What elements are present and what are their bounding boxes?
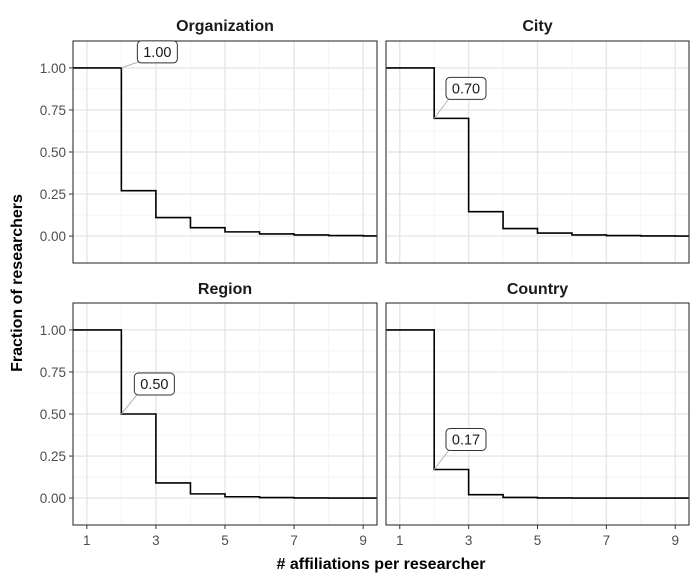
callout-box (133, 372, 175, 396)
step-line (386, 67, 689, 237)
callout-label: 1.00 (143, 45, 171, 61)
callout-leader (433, 97, 451, 119)
x-tick-label: 3 (152, 533, 160, 548)
step-line (386, 329, 689, 499)
x-tick-label: 9 (671, 533, 679, 548)
callout-leader (120, 392, 139, 415)
y-axis-title: Fraction of researchers (9, 194, 26, 372)
callout-leader (433, 448, 451, 470)
y-tick-label: 0.25 (40, 187, 66, 202)
step-line (73, 67, 377, 237)
y-tick-label: 0.00 (40, 229, 66, 244)
panel-organization: Organization 0.00 0.25 0.50 0.75 1.00 1.00 (40, 18, 378, 264)
y-tick-label: 0.50 (40, 145, 66, 160)
callout-box (136, 40, 178, 64)
callout-label: 0.50 (140, 377, 168, 393)
panel-title: Organization (176, 18, 274, 35)
x-tick-label: 3 (465, 533, 473, 548)
panel-country: Country 1 3 5 7 9 0.17 (385, 281, 690, 548)
panel-city: City 0.70 (385, 18, 690, 264)
y-tick-label: 1.00 (40, 61, 66, 76)
y-tick-label: 1.00 (40, 323, 66, 338)
step-line (73, 329, 377, 499)
x-tick-label: 5 (221, 533, 229, 548)
callout-label: 0.17 (452, 433, 480, 449)
x-tick-label: 1 (83, 533, 91, 548)
x-tick-label: 5 (534, 533, 542, 548)
panel-region: Region 0.00 0.25 0.50 0.75 1.00 1 3 5 7 9 0.50 (40, 281, 378, 548)
x-axis-title: # affiliations per researcher (277, 556, 486, 573)
y-tick-label: 0.75 (40, 365, 66, 380)
panel-title: Region (198, 281, 252, 298)
callout-label: 0.70 (452, 81, 480, 97)
y-tick-label: 0.25 (40, 449, 66, 464)
panel-frame (385, 40, 690, 264)
panel-title: City (522, 18, 552, 35)
x-tick-label: 9 (359, 533, 367, 548)
callout-box (445, 428, 487, 451)
y-tick-label: 0.50 (40, 407, 66, 422)
panel-title: Country (507, 281, 568, 298)
y-tick-label: 0.00 (40, 491, 66, 506)
x-tick-label: 7 (603, 533, 611, 548)
y-tick-label: 0.75 (40, 103, 66, 118)
callout-leader (121, 60, 142, 69)
callout-box (445, 76, 487, 100)
x-tick-label: 1 (396, 533, 404, 548)
x-tick-label: 7 (290, 533, 298, 548)
panels: Organization 0.00 0.25 0.50 0.75 1.00 1.00 City… (40, 18, 690, 548)
